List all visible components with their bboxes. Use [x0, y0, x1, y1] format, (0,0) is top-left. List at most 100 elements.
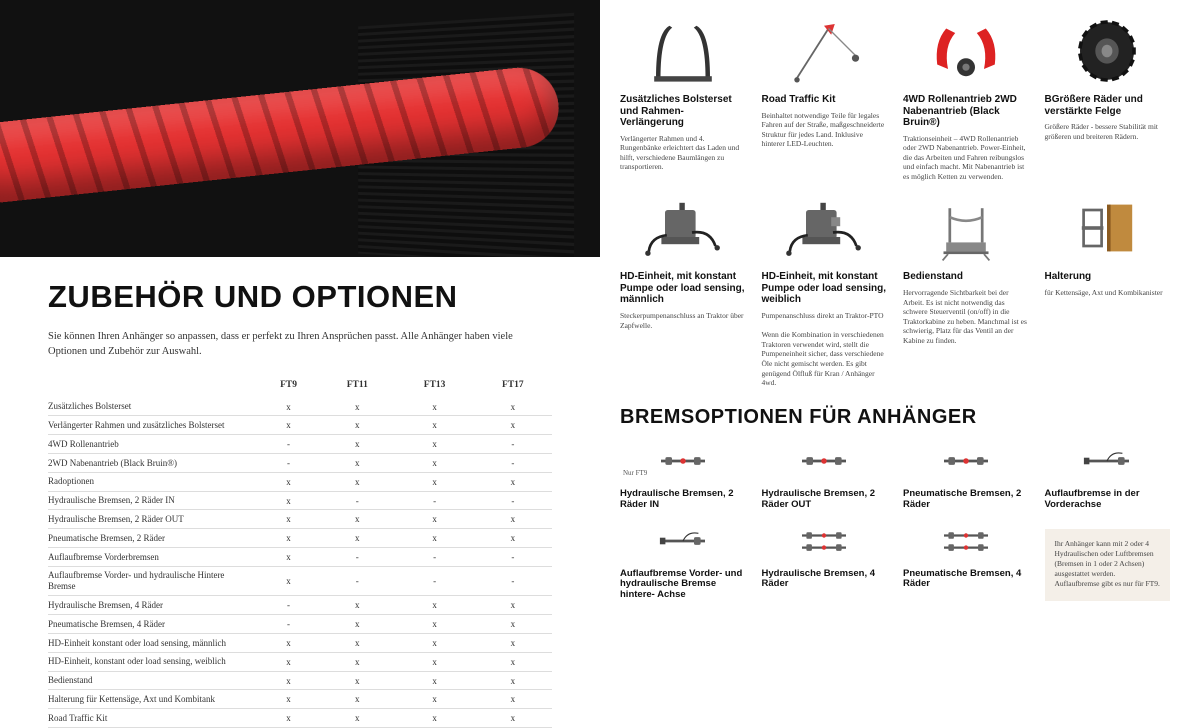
row-value: -: [258, 454, 319, 473]
row-value: -: [319, 548, 395, 567]
row-value: x: [319, 671, 395, 690]
brake-title: Pneumatische Bremsen, 4 Räder: [903, 569, 1029, 591]
row-label: Hydraulische Bremsen, 2 Räder IN: [48, 491, 258, 510]
brake-title: Auflaufbremse Vorder- und hydraulische B…: [620, 569, 746, 602]
table-row: Road Traffic Kitxxxx: [48, 709, 552, 728]
row-value: x: [395, 416, 473, 435]
row-value: x: [474, 690, 552, 709]
row-value: x: [319, 416, 395, 435]
row-value: x: [395, 529, 473, 548]
option-desc: Steckerpumpenanschluss an Traktor über Z…: [620, 311, 746, 330]
left-page: ZUBEHÖR UND OPTIONEN Sie können Ihren An…: [0, 0, 600, 728]
option-title: HD-Einheit, mit konstant Pumpe oder load…: [762, 271, 888, 306]
row-value: -: [474, 435, 552, 454]
row-value: x: [319, 709, 395, 728]
row-value: x: [395, 596, 473, 615]
row-label: Auflaufbremse Vorder- und hydraulische H…: [48, 566, 258, 596]
brake-title: Pneumatische Bremsen, 2 Räder: [903, 489, 1029, 511]
row-value: x: [395, 510, 473, 529]
option-item: HD-Einheit, mit konstant Pumpe oder load…: [762, 189, 888, 387]
row-value: x: [258, 690, 319, 709]
row-value: x: [258, 416, 319, 435]
option-desc: für Kettensäge, Axt und Kombikanister: [1045, 288, 1171, 298]
brake-item: Pneumatische Bremsen, 4 Räder: [903, 517, 1029, 602]
row-value: -: [258, 596, 319, 615]
brake-icon: [620, 517, 746, 565]
brake-item: Auflaufbremse in der Vorderachse: [1045, 437, 1171, 511]
brake-item: Hydraulische Bremsen, 4 Räder: [762, 517, 888, 602]
row-value: x: [474, 671, 552, 690]
option-title: 4WD Rollenantrieb 2WD Nabenantrieb (Blac…: [903, 94, 1029, 129]
row-label: Verlängerter Rahmen und zusätzliches Bol…: [48, 416, 258, 435]
row-value: x: [258, 510, 319, 529]
table-row: Hydraulische Bremsen, 4 Räder-xxx: [48, 596, 552, 615]
row-value: -: [474, 454, 552, 473]
row-value: x: [395, 615, 473, 634]
option-title: Road Traffic Kit: [762, 94, 888, 106]
row-value: -: [395, 548, 473, 567]
row-value: x: [319, 454, 395, 473]
option-title: BGrößere Räder und verstärkte Felge: [1045, 94, 1171, 117]
row-value: x: [319, 529, 395, 548]
row-value: -: [395, 566, 473, 596]
col-ft17: FT17: [474, 376, 552, 398]
row-value: x: [319, 634, 395, 653]
row-label: Hydraulische Bremsen, 2 Räder OUT: [48, 510, 258, 529]
option-desc: Beinhaltet notwendige Teile für legales …: [762, 111, 888, 149]
option-item: Road Traffic Kit Beinhaltet notwendige Te…: [762, 12, 888, 181]
table-row: HD-Einheit konstant oder load sensing, m…: [48, 634, 552, 653]
hero-image: [0, 0, 600, 257]
brake-icon: [903, 437, 1029, 485]
row-value: x: [395, 472, 473, 491]
row-value: -: [319, 566, 395, 596]
row-value: x: [395, 435, 473, 454]
option-title: Zusätzliches Bolsterset und Rahmen-Verlä…: [620, 94, 746, 129]
row-value: x: [258, 671, 319, 690]
row-value: x: [474, 510, 552, 529]
row-label: Road Traffic Kit: [48, 709, 258, 728]
options-table: FT9 FT11 FT13 FT17 Zusätzliches Bolsters…: [48, 376, 552, 728]
row-value: x: [258, 566, 319, 596]
info-box: Ihr Anhänger kann mit 2 oder 4 Hydraulis…: [1045, 529, 1171, 602]
hdunit-f-icon: [762, 189, 888, 267]
row-value: -: [395, 491, 473, 510]
table-header-row: FT9 FT11 FT13 FT17: [48, 376, 552, 398]
row-value: x: [395, 709, 473, 728]
table-row: Verlängerter Rahmen und zusätzliches Bol…: [48, 416, 552, 435]
option-desc: Größere Räder - bessere Stabilität mit g…: [1045, 122, 1171, 141]
table-row: Auflaufbremse Vorder- und hydraulische H…: [48, 566, 552, 596]
row-value: x: [395, 454, 473, 473]
bolster-icon: [620, 12, 746, 90]
hdunit-m-icon: [620, 189, 746, 267]
row-label: Bedienstand: [48, 671, 258, 690]
brake-icon: [1045, 437, 1171, 485]
table-row: Hydraulische Bremsen, 2 Räder INx---: [48, 491, 552, 510]
brake-title: Hydraulische Bremsen, 2 Räder OUT: [762, 489, 888, 511]
row-value: x: [258, 398, 319, 416]
row-value: x: [258, 472, 319, 491]
brake-icon: [762, 437, 888, 485]
brake-item: Hydraulische Bremsen, 2 Räder OUT: [762, 437, 888, 511]
row-label: 4WD Rollenantrieb: [48, 435, 258, 454]
option-title: Halterung: [1045, 271, 1171, 283]
table-row: 2WD Nabenantrieb (Black Bruin®)-xx-: [48, 454, 552, 473]
row-value: x: [395, 652, 473, 671]
row-value: x: [474, 709, 552, 728]
row-value: x: [474, 652, 552, 671]
row-value: x: [319, 652, 395, 671]
traffic-icon: [762, 12, 888, 90]
right-page: Zusätzliches Bolsterset und Rahmen-Verlä…: [600, 0, 1200, 728]
option-desc: Verlängerter Rahmen und 4. Rungenbänke e…: [620, 134, 746, 172]
row-value: x: [319, 596, 395, 615]
wheel-icon: [1045, 12, 1171, 90]
brake-icon: [903, 517, 1029, 565]
row-label: Halterung für Kettensäge, Axt und Kombit…: [48, 690, 258, 709]
drive-icon: [903, 12, 1029, 90]
brake-title: Auflaufbremse in der Vorderachse: [1045, 489, 1171, 511]
row-value: x: [319, 435, 395, 454]
col-ft9: FT9: [258, 376, 319, 398]
col-ft13: FT13: [395, 376, 473, 398]
row-label: 2WD Nabenantrieb (Black Bruin®): [48, 454, 258, 473]
row-label: Pneumatische Bremsen, 4 Räder: [48, 615, 258, 634]
table-row: 4WD Rollenantrieb-xx-: [48, 435, 552, 454]
